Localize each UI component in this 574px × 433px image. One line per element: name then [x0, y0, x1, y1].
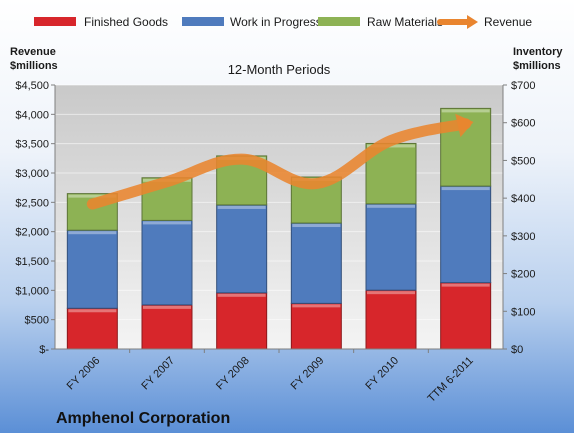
right-axis-title-line1: Inventory — [513, 46, 563, 58]
right-axis-title-line2: $millions — [513, 60, 561, 72]
legend-revenue-arrow-icon — [467, 15, 478, 29]
legend-label-work-in-progress: Work in Progress — [230, 15, 322, 29]
left-tick-label: $4,500 — [15, 80, 49, 92]
revenue-point — [390, 139, 392, 141]
bar-highlight — [367, 204, 415, 208]
revenue-point — [315, 183, 317, 185]
legend-swatch-finished-goods — [34, 17, 76, 26]
bar-work-in-progress — [216, 204, 268, 294]
right-tick-label: $600 — [511, 118, 535, 130]
bar-highlight — [292, 304, 341, 308]
left-tick-label: $3,500 — [15, 139, 49, 151]
bar-finished-goods — [440, 282, 492, 350]
revenue-line — [86, 118, 472, 210]
left-tick-label: $2,500 — [15, 197, 49, 209]
legend-label-finished-goods: Finished Goods — [84, 15, 168, 29]
left-tick-label: $500 — [25, 315, 49, 327]
bar-highlight — [143, 305, 191, 309]
bar-highlight — [441, 109, 490, 113]
left-tick-label: $2,000 — [15, 227, 49, 239]
chart-subtitle: 12-Month Periods — [228, 62, 331, 77]
bar-layer — [66, 107, 492, 350]
right-tick-label: $500 — [511, 155, 535, 167]
bar-finished-goods — [365, 289, 417, 350]
right-tick-label: $0 — [511, 344, 523, 356]
revenue-point — [91, 203, 93, 205]
left-tick-label: $1,000 — [15, 285, 49, 297]
bar-finished-goods — [216, 292, 268, 350]
bar-highlight — [292, 224, 341, 228]
bar-highlight — [68, 309, 117, 313]
bar-finished-goods — [66, 307, 118, 350]
bar-highlight — [68, 231, 117, 235]
revenue-line-layer — [86, 113, 474, 210]
left-tick-label: $1,500 — [15, 256, 49, 268]
right-tick-label: $700 — [511, 80, 535, 92]
bar-work-in-progress — [290, 222, 342, 304]
left-axis-title-line1: Revenue — [10, 46, 56, 58]
revenue-arrowhead — [455, 113, 474, 138]
bar-work-in-progress — [141, 219, 193, 306]
left-tick-label: $3,000 — [15, 168, 49, 180]
bar-highlight — [143, 221, 191, 225]
revenue-point — [166, 181, 168, 183]
bar-work-in-progress — [440, 185, 492, 284]
bar-highlight — [217, 293, 266, 297]
bar-highlight — [68, 194, 117, 198]
legend-label-revenue: Revenue — [484, 15, 532, 29]
right-tick-label: $100 — [511, 306, 535, 318]
bar-highlight — [217, 205, 266, 209]
revenue-point — [241, 158, 243, 160]
bar-highlight — [367, 291, 415, 295]
bar-highlight — [441, 283, 490, 287]
bar-work-in-progress — [365, 203, 417, 291]
bar-finished-goods — [290, 302, 342, 350]
revenue-point — [465, 123, 467, 125]
company-name: Amphenol Corporation — [56, 410, 230, 427]
bar-highlight — [441, 187, 490, 191]
left-tick-label: $4,000 — [15, 109, 49, 121]
bar-work-in-progress — [66, 229, 118, 309]
right-tick-label: $400 — [511, 193, 535, 205]
right-tick-label: $300 — [511, 231, 535, 243]
grid-lines — [55, 84, 503, 321]
legend: Finished Goods Work in Progress Raw Mate… — [34, 15, 532, 29]
legend-swatch-raw-materials — [318, 17, 360, 26]
left-tick-label: $- — [39, 344, 49, 356]
legend-label-raw-materials: Raw Materials — [367, 15, 443, 29]
bar-finished-goods — [141, 304, 193, 350]
left-axis-title-line2: $millions — [10, 60, 58, 72]
right-tick-label: $200 — [511, 269, 535, 281]
legend-swatch-work-in-progress — [182, 17, 224, 26]
